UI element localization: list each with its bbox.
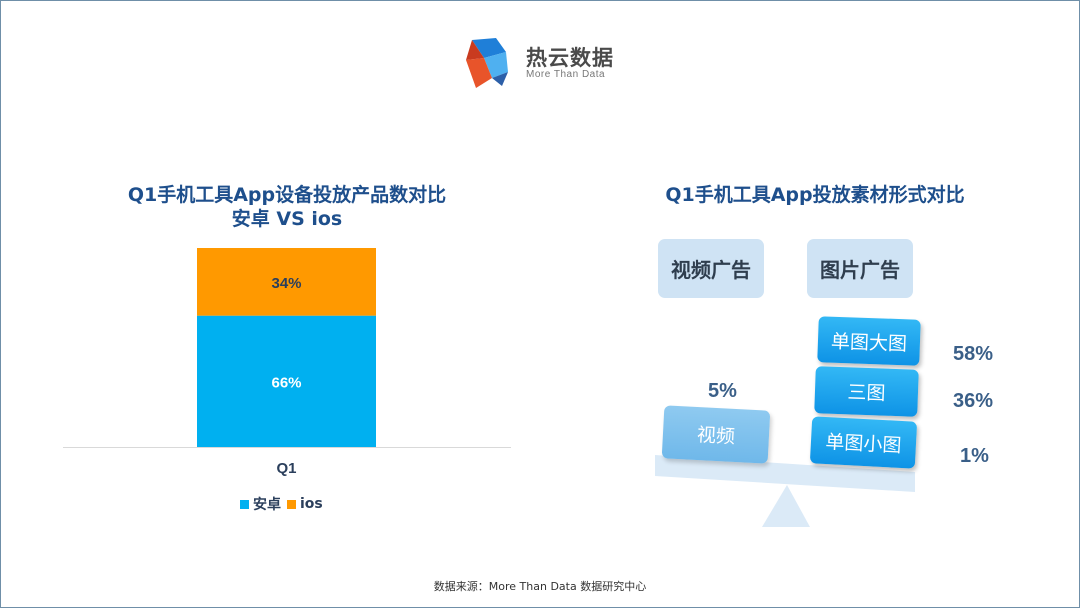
legend-label-android: 安卓: [253, 497, 281, 513]
bar-segment-android: [197, 315, 376, 447]
material-box-three-image: 三图: [814, 366, 919, 417]
logo-tagline: More Than Data: [526, 69, 606, 80]
ad-type-image: 图片广告: [807, 239, 913, 298]
left-chart-title: Q1手机工具App设备投放产品数对比 安卓 VS ios: [60, 183, 514, 231]
footer-source: 数据来源：More Than Data 数据研究中心: [433, 580, 647, 593]
left-title-line1: Q1手机工具App设备投放产品数对比: [127, 184, 447, 206]
legend-label-ios: ios: [300, 496, 323, 512]
percent-three-image: 36%: [953, 390, 994, 412]
logo-mark-icon: [466, 38, 508, 88]
data-label-ios: 34%: [271, 275, 301, 292]
percent-large-single: 58%: [953, 343, 994, 365]
logo-name: 热云数据: [526, 46, 614, 70]
video-material-box: 视频: [661, 405, 771, 464]
material-box-small-single: 单图小图: [809, 416, 918, 469]
logo: 热云数据 More Than Data: [462, 36, 632, 92]
seesaw-plank: [655, 455, 915, 492]
percent-small-single: 1%: [960, 445, 989, 467]
bar-segment-ios: [197, 248, 376, 316]
legend-swatch-android: [240, 499, 249, 509]
legend-swatch-ios: [287, 499, 296, 509]
chart-legend: 安卓 ios: [240, 494, 323, 514]
data-label-android: 66%: [271, 374, 301, 391]
seesaw-fulcrum: [762, 485, 810, 527]
video-percent: 5%: [708, 380, 737, 402]
right-chart-title: Q1手机工具App投放素材形式对比: [665, 184, 965, 206]
ad-type-video: 视频广告: [658, 239, 764, 298]
left-title-line2: 安卓 VS ios: [231, 208, 343, 230]
x-tick-label: Q1: [276, 460, 296, 477]
material-box-large-single: 单图大图: [817, 316, 921, 366]
